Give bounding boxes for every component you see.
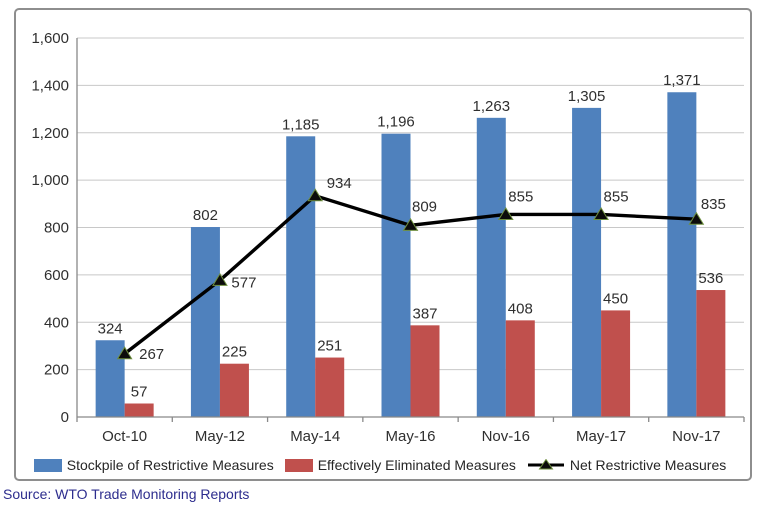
y-tick-label: 1,600 [31, 30, 69, 47]
y-tick-label: 600 [44, 267, 69, 284]
bar-eliminated [124, 403, 154, 417]
bar-label: 225 [222, 344, 247, 361]
y-tick-label: 400 [44, 314, 69, 331]
bar-eliminated [315, 357, 345, 417]
legend-swatch-eliminated [284, 458, 313, 472]
triangle-marker [497, 207, 514, 220]
triangle-marker [402, 217, 419, 231]
y-tick-label: 800 [44, 220, 69, 237]
x-tick-label: May-14 [290, 428, 340, 445]
legend-label-eliminated: Effectively Eliminated Measures [317, 457, 516, 473]
triangle-marker [307, 188, 324, 202]
triangle-marker [212, 272, 228, 286]
y-tick-label: 1,000 [31, 172, 69, 189]
line-label: 267 [139, 346, 164, 363]
plot-area: 0 200 400 600 800 1,000 1,200 1,400 1,600 324 802 1… [31, 30, 745, 445]
bar-stockpile [572, 107, 602, 418]
x-tick-label: May-12 [195, 428, 245, 445]
bar-label: 408 [508, 300, 533, 317]
line-label: 835 [701, 196, 726, 213]
line-label: 577 [231, 274, 256, 291]
legend-swatch-stockpile [33, 458, 62, 472]
bar-eliminated [601, 310, 631, 417]
bar-stockpile [381, 133, 411, 417]
bar-stockpile [286, 136, 316, 417]
bar-label: 1,263 [473, 98, 511, 115]
y-tick-label: 0 [61, 409, 69, 426]
bar-stockpile [667, 92, 697, 417]
bar-eliminated [696, 290, 726, 417]
line-label: 809 [412, 198, 437, 215]
y-tick-label: 200 [44, 362, 69, 379]
bar-label: 536 [698, 270, 723, 287]
legend-line-marker-icon [527, 459, 564, 470]
bar-label: 1,196 [377, 114, 415, 131]
triangle-marker [593, 207, 609, 220]
bar-stockpile [95, 340, 125, 417]
line-label: 855 [604, 188, 629, 205]
bar-label: 251 [317, 338, 342, 355]
legend-label-net: Net Restrictive Measures [569, 457, 727, 473]
legend: Stockpile of Restrictive Measures Effect… [16, 457, 750, 473]
x-tick-label: Oct-10 [102, 428, 147, 445]
source-caption: Source: WTO Trade Monitoring Reports [3, 486, 250, 502]
bar-label: 802 [193, 207, 218, 224]
triangle-marker [688, 211, 705, 225]
line-label: 855 [508, 188, 533, 205]
x-tick-label: May-16 [385, 428, 435, 445]
bar-stockpile [190, 227, 220, 417]
y-tick-label: 1,400 [31, 77, 69, 94]
bar-eliminated [410, 325, 440, 417]
bar-stockpile [476, 117, 506, 417]
x-tick-label: May-17 [576, 428, 626, 445]
bar-label: 1,371 [663, 72, 701, 89]
y-tick-label: 1,200 [31, 125, 69, 142]
x-tick-label: Nov-16 [482, 428, 530, 445]
bar-label: 450 [603, 290, 628, 307]
bar-label: 57 [131, 383, 148, 400]
line-label: 934 [327, 175, 352, 192]
bar-eliminated [219, 363, 249, 417]
triangle-marker [116, 346, 133, 360]
legend-label-stockpile: Stockpile of Restrictive Measures [66, 457, 274, 473]
bar-eliminated [505, 320, 535, 417]
x-tick-label: Nov-17 [672, 428, 720, 445]
chart-frame: 0 200 400 600 800 1,000 1,200 1,400 1,600 324 802 1… [14, 8, 752, 481]
bar-label: 1,185 [282, 116, 320, 133]
bar-label: 324 [98, 320, 123, 337]
bar-label: 1,305 [568, 88, 606, 105]
bar-label: 387 [412, 305, 437, 322]
